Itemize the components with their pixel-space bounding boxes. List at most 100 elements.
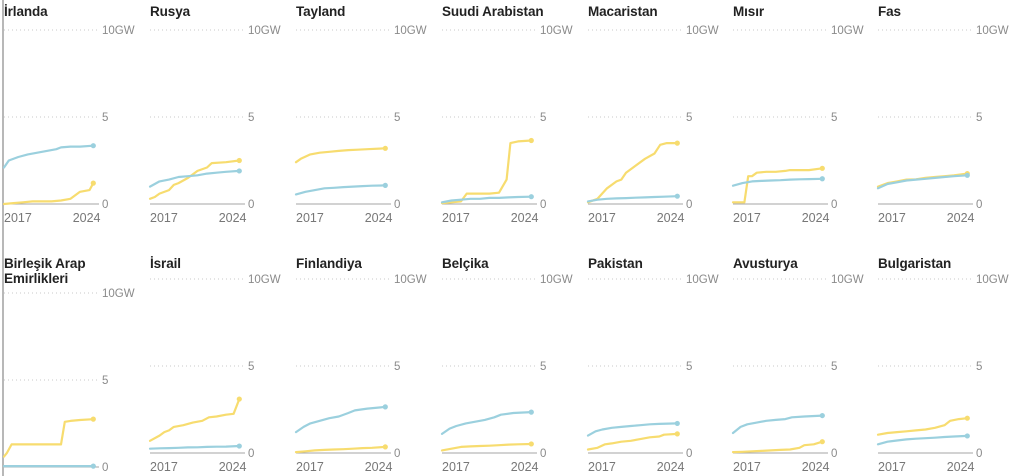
y-tick-label: 5 [394, 112, 400, 124]
blue-series-line [731, 177, 824, 187]
blue-series-line [876, 174, 969, 190]
panel-title: Bulgaristan [878, 256, 952, 271]
blue-series-line [876, 434, 969, 446]
country-panel: Macaristan 0 5 10GW 2017 2024 [586, 0, 734, 476]
y-tick-label: 0 [102, 199, 108, 211]
y-tick-label: 5 [102, 112, 108, 124]
y-tick-label: 0 [831, 448, 837, 460]
y-tick-label: 10GW [976, 274, 1009, 286]
x-tick-label: 2017 [442, 211, 470, 225]
blue-series-line [586, 195, 679, 203]
y-tick-label: 0 [686, 448, 692, 460]
blue-series-line [148, 169, 241, 188]
yellow-series-line [876, 417, 969, 436]
yellow-series-end-dot [819, 165, 825, 171]
yellow-series-end-dot [819, 439, 825, 445]
x-tick-label: 2024 [219, 460, 247, 474]
x-tick-label: 2024 [947, 460, 975, 474]
blue-series-end-dot [382, 182, 388, 188]
country-panel: Tayland 0 5 10GW 2017 2024 [294, 0, 442, 476]
country-panel: Finlandiya 0 5 10GW 2017 2024 [294, 252, 442, 476]
x-tick-label: 2024 [947, 211, 975, 225]
yellow-series-line [294, 147, 387, 164]
blue-series-end-dot [674, 193, 680, 199]
panel-plot: 0 5 10GW 2017 2024 [876, 25, 1009, 225]
panel-title: Belçika [442, 256, 489, 271]
yellow-series-end-dot [382, 145, 388, 151]
panel-plot: 0 5 10GW 2017 2024 [731, 274, 864, 474]
panel-title: Pakistan [588, 256, 643, 271]
yellow-series-end-dot [90, 180, 96, 186]
panel-title: İsrail [150, 256, 181, 271]
y-tick-label: 0 [976, 199, 982, 211]
y-tick-label: 10GW [976, 25, 1009, 37]
y-tick-label: 10GW [248, 25, 281, 37]
x-tick-label: 2024 [802, 211, 830, 225]
y-tick-label: 0 [686, 199, 692, 211]
x-tick-label: 2017 [588, 460, 616, 474]
y-tick-label: 0 [102, 462, 108, 474]
y-tick-label: 10GW [540, 25, 573, 37]
y-tick-label: 5 [248, 361, 254, 373]
panel-plot: 0 5 10GW [2, 288, 135, 474]
panel-plot: 0 5 10GW 2017 2024 [586, 274, 719, 474]
x-tick-label: 2017 [733, 211, 761, 225]
panel-plot: 0 5 10GW 2017 2024 [148, 274, 281, 474]
y-tick-label: 5 [831, 361, 837, 373]
x-tick-label: 2024 [365, 211, 393, 225]
yellow-series-line [2, 182, 95, 206]
x-tick-label: 2017 [442, 460, 470, 474]
panel-title: Rusya [150, 4, 191, 19]
y-tick-label: 5 [831, 112, 837, 124]
blue-series-line [148, 444, 241, 450]
panel-plot: 0 5 10GW 2017 2024 [440, 274, 573, 474]
x-tick-label: 2017 [150, 211, 178, 225]
yellow-series-line [440, 442, 533, 452]
country-panel: Suudi Arabistan 0 5 10GW 2017 2024 [440, 0, 588, 476]
country-panel: Birleşik Arap Emirlikleri 0 5 10GW [2, 252, 150, 476]
x-tick-label: 2017 [150, 460, 178, 474]
panel-title: Mısır [733, 4, 765, 19]
y-tick-label: 0 [540, 448, 546, 460]
country-panel: Pakistan 0 5 10GW 2017 2024 [586, 252, 734, 476]
y-tick-label: 10GW [540, 274, 573, 286]
blue-series-line [294, 184, 387, 196]
blue-series-end-dot [819, 176, 825, 182]
x-tick-label: 2017 [733, 460, 761, 474]
y-tick-label: 0 [540, 199, 546, 211]
yellow-series-line [148, 398, 241, 442]
yellow-series-end-dot [382, 444, 388, 450]
x-tick-label: 2017 [4, 211, 32, 225]
yellow-series-line [440, 139, 533, 205]
y-tick-label: 0 [248, 448, 254, 460]
y-tick-label: 10GW [686, 274, 719, 286]
yellow-series-end-dot [528, 441, 534, 447]
panel-plot: 0 5 10GW 2017 2024 [2, 25, 135, 225]
panel-plot: 0 5 10GW 2017 2024 [440, 25, 573, 225]
yellow-series-end-dot [528, 137, 534, 144]
y-tick-label: 5 [686, 112, 692, 124]
blue-series-line [294, 405, 387, 434]
y-tick-label: 0 [831, 199, 837, 211]
panel-plot: 0 5 10GW 2017 2024 [731, 25, 864, 225]
x-tick-label: 2024 [657, 460, 685, 474]
blue-series-end-dot [964, 433, 970, 439]
blue-series-end-dot [528, 194, 534, 200]
x-tick-label: 2017 [878, 460, 906, 474]
x-tick-label: 2024 [365, 460, 393, 474]
country-panel: Belçika 0 5 10GW 2017 2024 [440, 252, 588, 476]
panel-plot: 0 5 10GW 2017 2024 [586, 25, 719, 225]
yellow-series-line [148, 159, 241, 200]
x-tick-label: 2024 [802, 460, 830, 474]
yellow-series-line [586, 432, 679, 451]
panel-plot: 0 5 10GW 2017 2024 [876, 274, 1009, 474]
x-tick-label: 2024 [511, 211, 539, 225]
blue-series-line [440, 195, 533, 204]
y-tick-label: 10GW [394, 274, 427, 286]
x-tick-label: 2024 [511, 460, 539, 474]
blue-series-end-dot [236, 443, 242, 449]
panel-title: Avusturya [733, 256, 798, 271]
country-panel: Mısır 0 5 10GW 2017 2024 [731, 0, 879, 476]
y-tick-label: 10GW [248, 274, 281, 286]
blue-series-end-dot [382, 404, 388, 410]
